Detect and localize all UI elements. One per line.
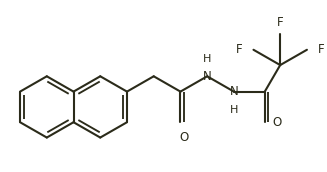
Text: N: N — [203, 70, 212, 83]
Text: F: F — [318, 43, 324, 56]
Text: F: F — [277, 16, 284, 29]
Text: O: O — [272, 116, 282, 129]
Text: H: H — [203, 55, 211, 64]
Text: F: F — [236, 43, 243, 56]
Text: N: N — [230, 85, 238, 98]
Text: O: O — [179, 131, 188, 144]
Text: H: H — [230, 105, 238, 115]
